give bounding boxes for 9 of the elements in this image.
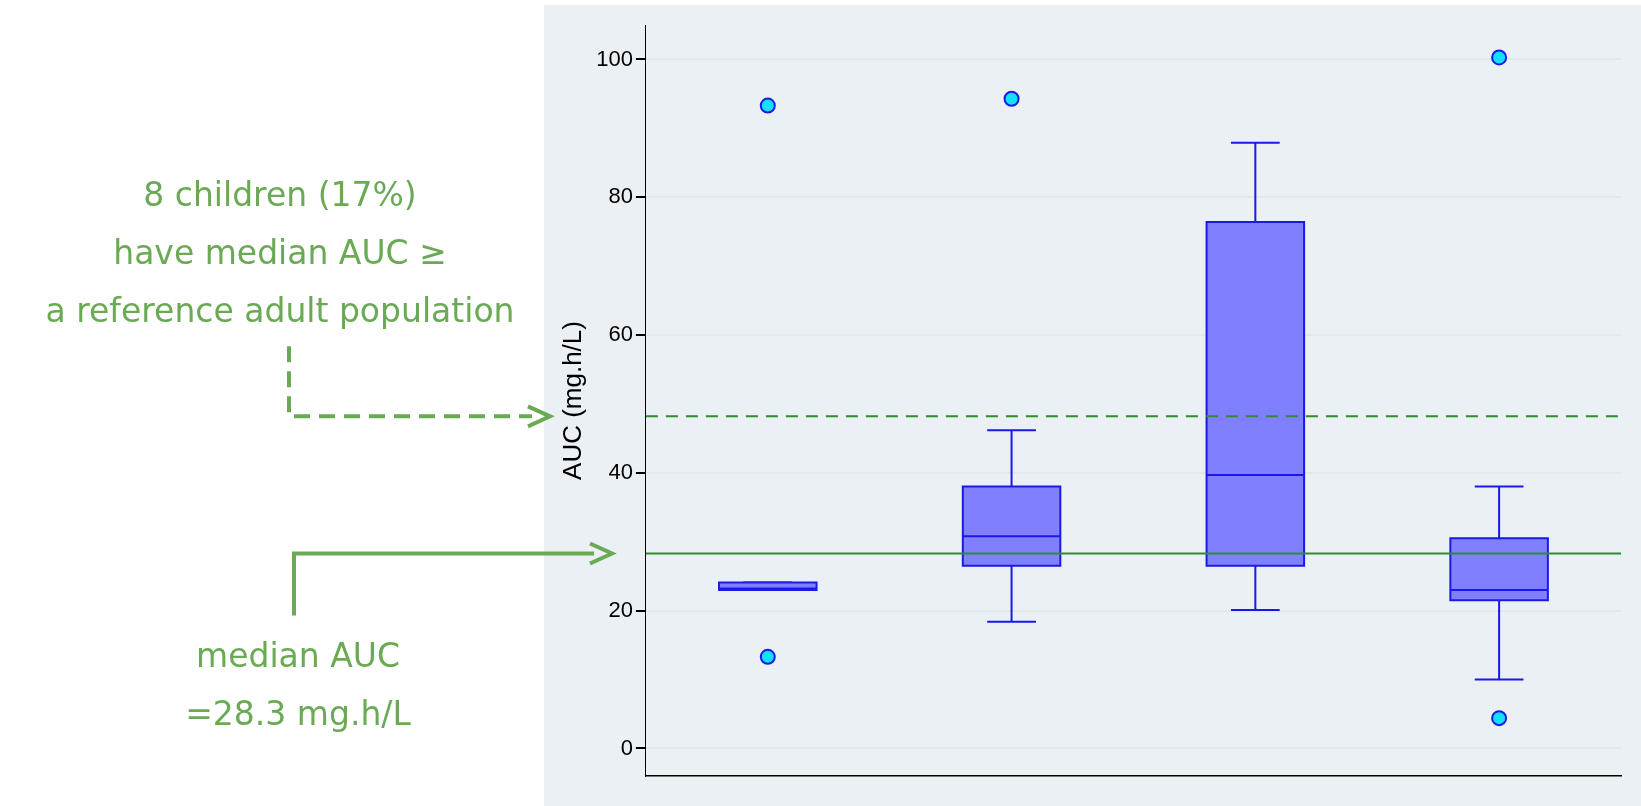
y-tick-label: 20 [608,596,633,622]
y-tick-label: 80 [608,183,633,209]
y-axis-title: AUC (mg.h/L) [556,321,587,480]
y-tick-label: 60 [608,321,633,347]
y-tick-label: 40 [608,458,633,484]
text: 8 children (17%) have median AUC ≥ a reference adult population [45,174,515,333]
text: median AUC =28.3 mg.h/L [185,635,411,736]
y-tick-label: 100 [596,45,633,71]
y-tick-label: 0 [620,734,633,760]
